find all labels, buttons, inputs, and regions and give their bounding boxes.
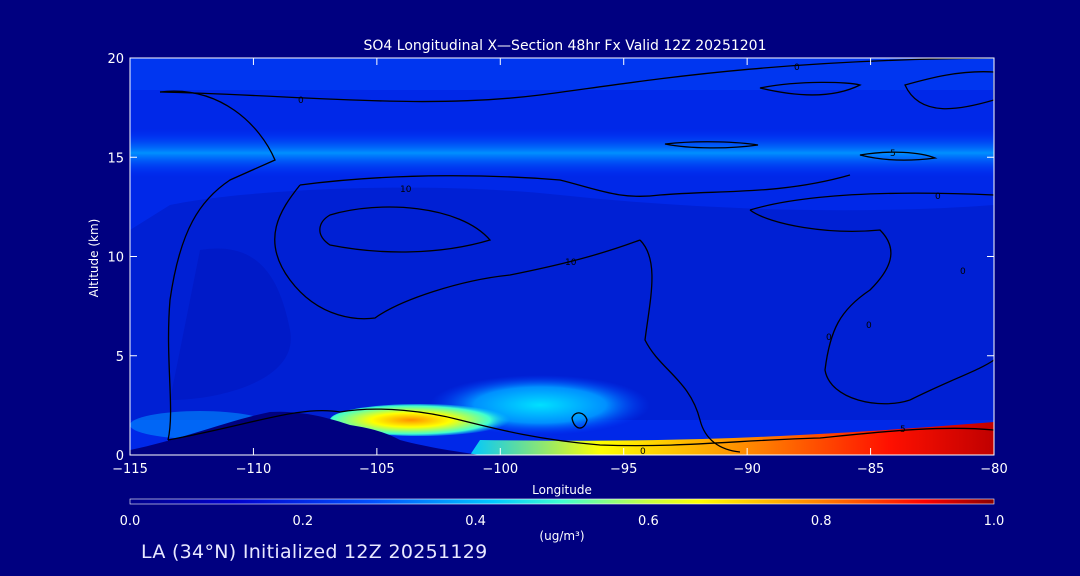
- contour-line: [859, 151, 938, 161]
- x-tick-label: −115: [112, 462, 148, 477]
- plot-area: 0 0 10 10 5 0 0 0 0 5 0: [130, 58, 994, 457]
- contour-line: [664, 141, 759, 149]
- upper-layer: [130, 58, 994, 90]
- colorbar-tick-label: 1.0: [984, 514, 1005, 529]
- contour-label: 0: [866, 321, 872, 331]
- y-axis-label: Altitude (km): [87, 219, 101, 298]
- mountain-maximum: [330, 404, 510, 436]
- footer-caption: LA (34°N) Initialized 12Z 20251129: [141, 541, 488, 563]
- y-tick-label: 20: [107, 52, 124, 67]
- x-tick-label: −85: [857, 462, 884, 477]
- contour-label: 0: [640, 447, 646, 457]
- contour-line: [749, 209, 911, 405]
- surface-maximum: [470, 422, 994, 455]
- x-tick-label: −105: [359, 462, 395, 477]
- contour-line: [274, 184, 641, 320]
- x-tick-label: −100: [482, 462, 518, 477]
- terrain: [130, 411, 480, 455]
- y-tick-label: 0: [116, 449, 124, 464]
- y-axis: 0 5 10 15 20: [107, 52, 994, 464]
- x-axis: −115 −110 −105 −100 −95 −90 −85 −80: [112, 58, 1008, 477]
- dark-pocket-west: [170, 248, 291, 400]
- contour-label: 0: [935, 192, 941, 202]
- colorbar-tick-label: 0.4: [465, 514, 486, 529]
- contour-line: [909, 359, 994, 401]
- contour-line: [749, 192, 994, 211]
- colorbar-ticks: 0.0 0.2 0.4 0.6 0.8 1.0: [120, 514, 1005, 529]
- upper-band: [130, 128, 994, 178]
- colorbar-tick-label: 0.8: [811, 514, 832, 529]
- contour-line: [299, 174, 851, 197]
- x-tick-label: −80: [980, 462, 1007, 477]
- contour-label: 0: [826, 333, 832, 343]
- contour-label: 5: [890, 149, 896, 159]
- contour-line: [319, 206, 492, 253]
- colorbar-tick-label: 0.0: [120, 514, 141, 529]
- contour-line: [167, 408, 994, 447]
- contour-line: [159, 58, 994, 103]
- contour-label: 10: [400, 185, 412, 195]
- x-tick-label: −90: [733, 462, 760, 477]
- colorbar-tick-label: 0.6: [638, 514, 659, 529]
- colorbar-label: (ug/m³): [539, 529, 584, 543]
- contour-line: [904, 71, 994, 110]
- x-tick-label: −95: [610, 462, 637, 477]
- contour-line: [571, 412, 588, 429]
- contour-line: [159, 90, 276, 441]
- contours: [159, 58, 994, 453]
- y-tick-label: 15: [107, 151, 124, 166]
- contour-label: 0: [794, 63, 800, 73]
- y-tick-label: 10: [107, 251, 124, 266]
- x-axis-label: Longitude: [532, 483, 592, 497]
- y-tick-label: 5: [116, 350, 124, 365]
- mid-region: [130, 187, 994, 420]
- contour-line: [759, 81, 862, 96]
- contour-label: 0: [960, 267, 966, 277]
- contour-labels: 0 0 10 10 5 0 0 0 0 5 0: [298, 63, 966, 457]
- contour-label: 0: [298, 96, 304, 106]
- x-tick-label: −110: [236, 462, 272, 477]
- contour-line: [639, 239, 741, 453]
- contour-label: 10: [565, 258, 577, 268]
- colorbar-tick-label: 0.2: [292, 514, 313, 529]
- colorbar: [129, 498, 995, 505]
- contour-label: 5: [900, 425, 906, 435]
- chart-title: SO4 Longitudinal X—Section 48hr Fx Valid…: [364, 38, 767, 54]
